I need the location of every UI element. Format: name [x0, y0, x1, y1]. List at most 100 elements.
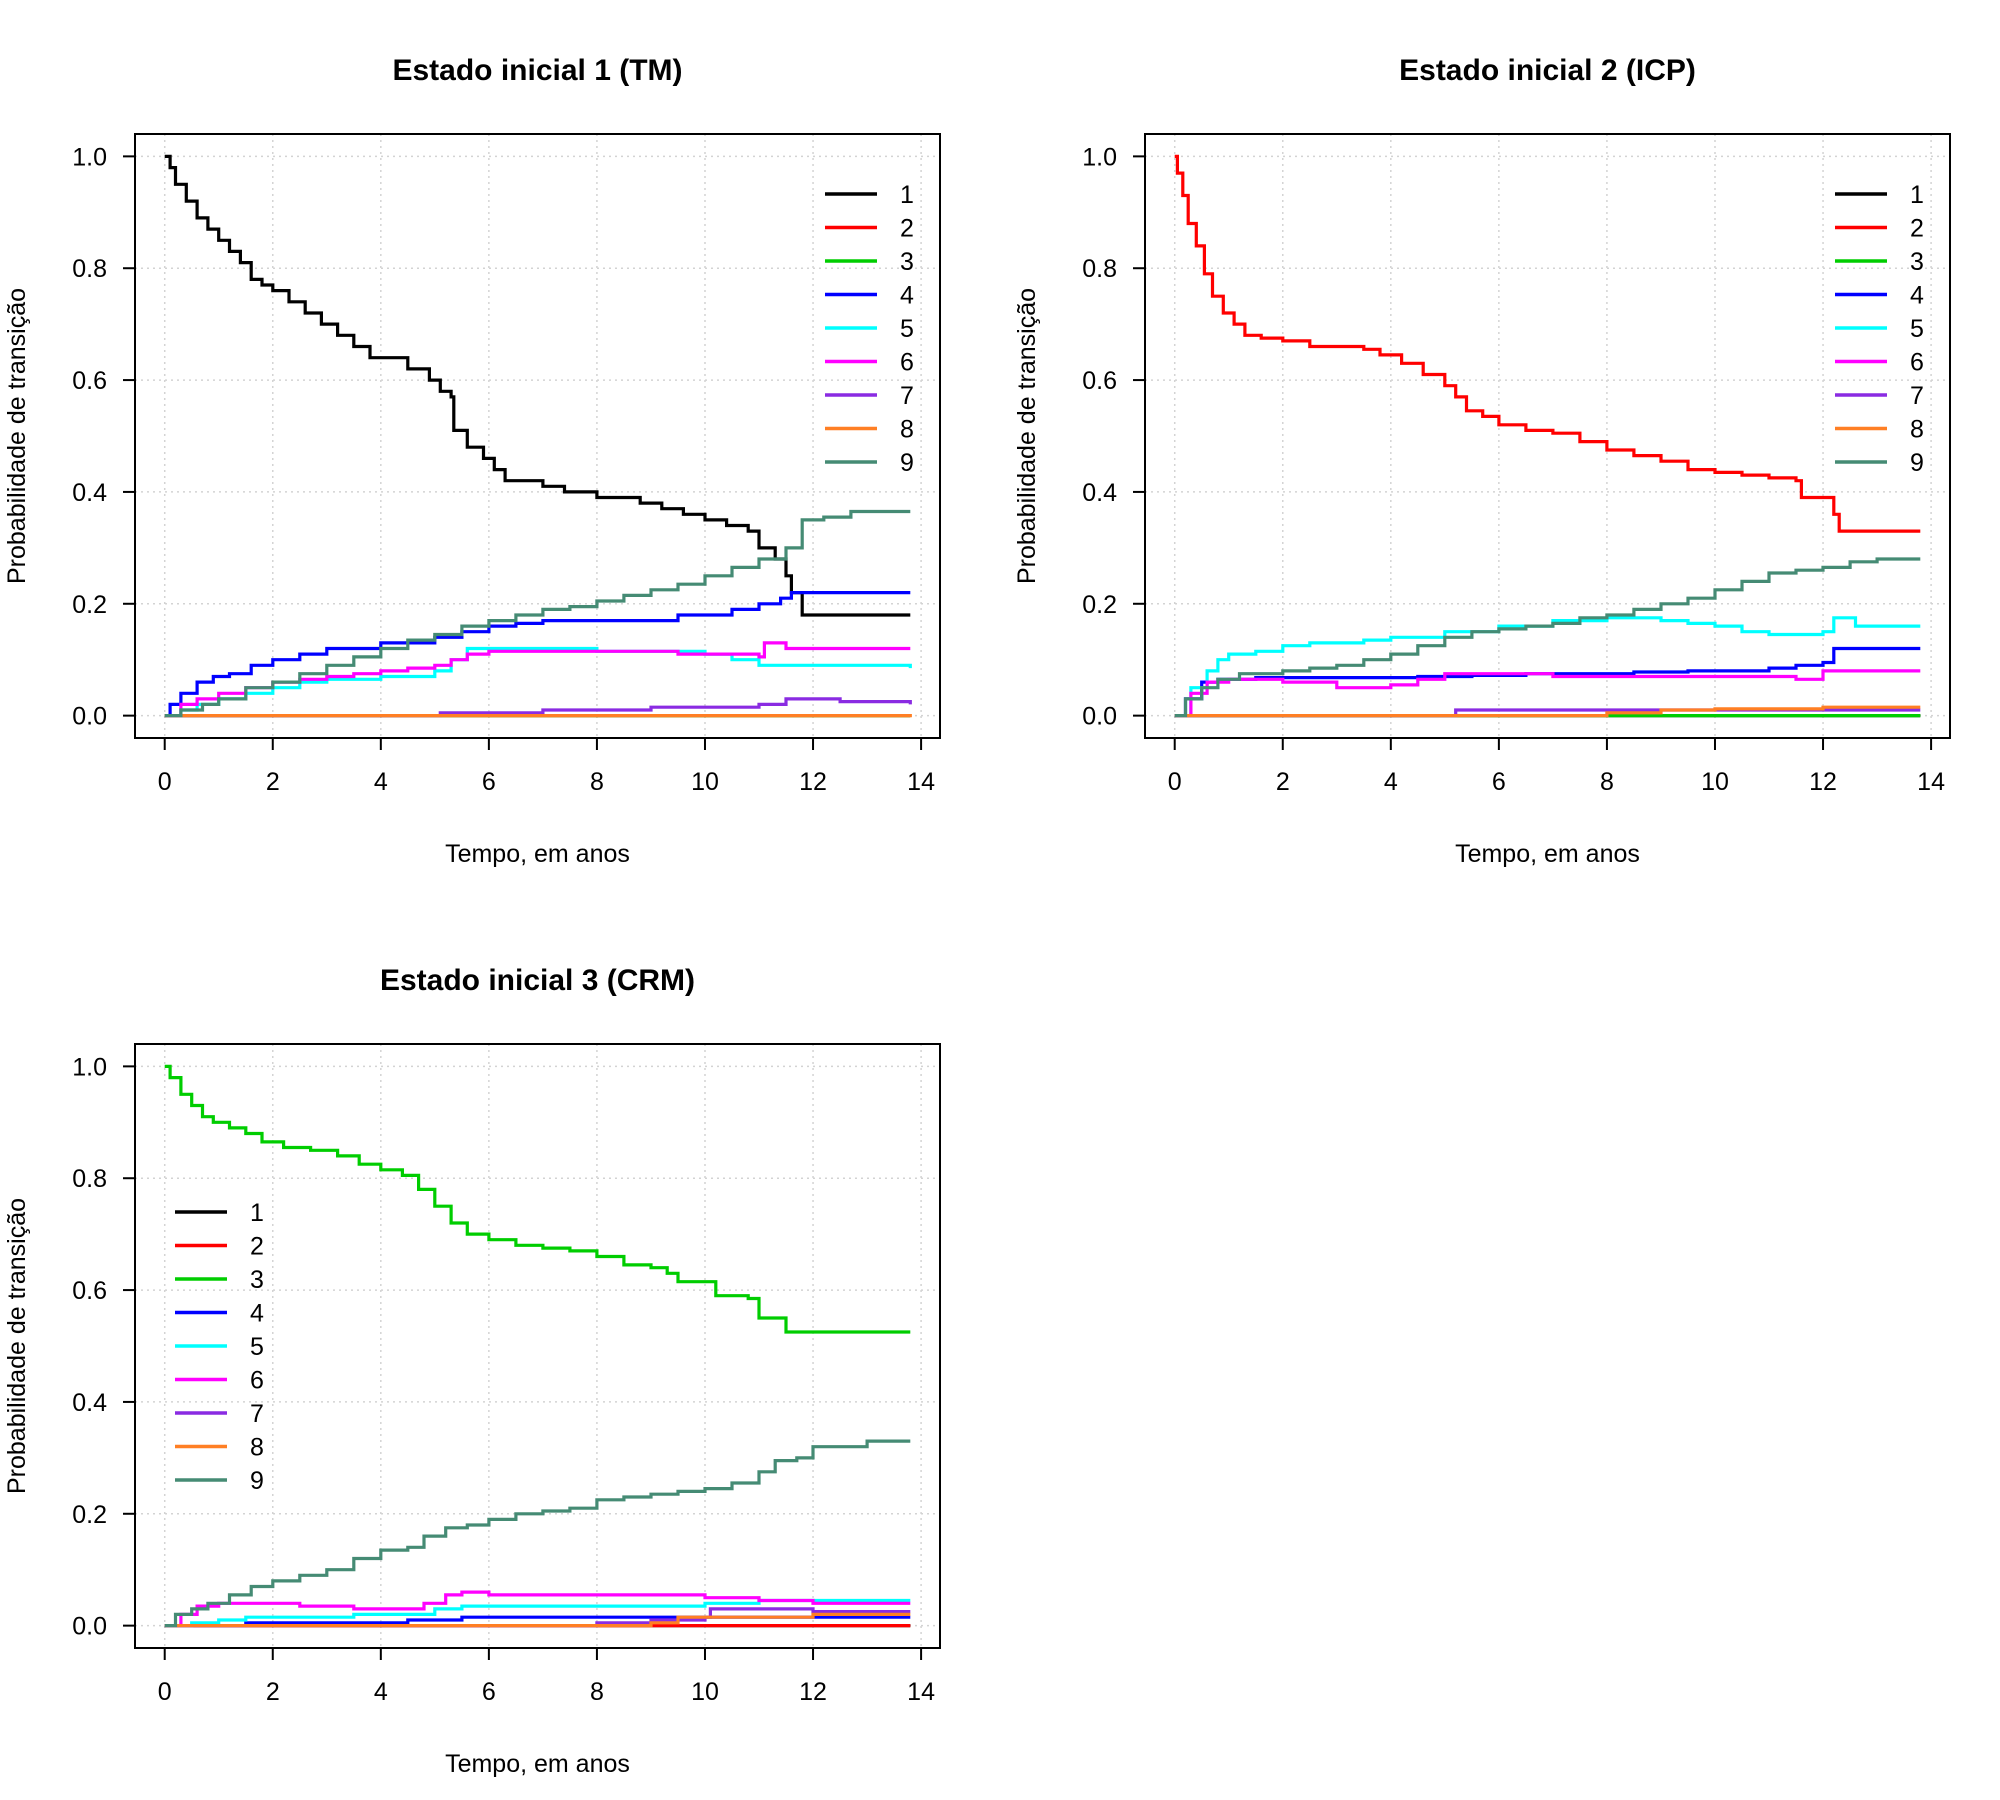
- legend-label-5: 5: [250, 1333, 264, 1361]
- x-tick-label: 8: [590, 1678, 604, 1706]
- x-axis-label: Tempo, em anos: [445, 1750, 630, 1778]
- legend-label-8: 8: [900, 416, 914, 444]
- legend-label-7: 7: [250, 1400, 264, 1428]
- legend-label-4: 4: [1910, 282, 1924, 310]
- x-tick-label: 6: [482, 1678, 496, 1706]
- legend-label-9: 9: [1910, 449, 1924, 477]
- series-line-6: [1174, 669, 1921, 718]
- legend-label-8: 8: [1910, 416, 1924, 444]
- y-tick-label: 0.2: [1082, 591, 1117, 619]
- y-tick-label: 0.4: [72, 1389, 107, 1417]
- legend-label-9: 9: [900, 449, 914, 477]
- legend-label-2: 2: [1910, 215, 1924, 243]
- series-line-5: [164, 1598, 911, 1628]
- x-tick-label: 10: [691, 1678, 719, 1706]
- series-line-1: [164, 154, 911, 617]
- series-line-7: [164, 697, 912, 718]
- y-tick-label: 0.0: [72, 703, 107, 731]
- x-tick-label: 6: [1492, 768, 1506, 796]
- x-tick-label: 4: [374, 768, 388, 796]
- x-tick-label: 14: [907, 768, 935, 796]
- x-tick-label: 12: [799, 1678, 827, 1706]
- y-tick-label: 1.0: [72, 1053, 107, 1081]
- y-tick-label: 0.6: [72, 1277, 107, 1305]
- legend-label-2: 2: [250, 1233, 264, 1261]
- series-line-8: [164, 714, 912, 718]
- legend: 1 2 3 4 5 6 7 8 9: [1835, 181, 1924, 477]
- y-tick-label: 0.4: [1082, 479, 1117, 507]
- legend-label-5: 5: [1910, 315, 1924, 343]
- x-tick-label: 14: [1917, 768, 1945, 796]
- x-tick-label: 2: [266, 1678, 280, 1706]
- y-tick-label: 0.6: [1082, 367, 1117, 395]
- x-tick-label: 2: [266, 768, 280, 796]
- y-tick-label: 0.8: [72, 1165, 107, 1193]
- x-axis-label: Tempo, em anos: [445, 840, 630, 868]
- x-tick-label: 4: [374, 1678, 388, 1706]
- y-axis-label: Probabilidade de transição: [1013, 288, 1041, 584]
- series-line-4: [164, 591, 911, 718]
- series-line-9: [1174, 557, 1921, 718]
- legend-label-1: 1: [1910, 181, 1924, 209]
- legend-label-7: 7: [1910, 382, 1924, 410]
- x-tick-label: 10: [1701, 768, 1729, 796]
- series-line-3: [164, 1064, 911, 1334]
- series-line-6: [164, 641, 911, 718]
- y-tick-label: 0.0: [72, 1613, 107, 1641]
- series-line-8: [164, 1612, 911, 1628]
- legend-label-8: 8: [250, 1434, 264, 1462]
- plot-frame: [134, 1043, 941, 1649]
- plot-frame: [1144, 133, 1951, 739]
- y-tick-label: 0.2: [72, 591, 107, 619]
- x-tick-label: 12: [1809, 768, 1837, 796]
- y-axis-label: Probabilidade de transição: [3, 1198, 31, 1494]
- legend-label-6: 6: [900, 349, 914, 377]
- legend-label-3: 3: [1910, 248, 1924, 276]
- y-tick-label: 1.0: [1082, 143, 1117, 171]
- legend-label-4: 4: [250, 1300, 264, 1328]
- y-tick-label: 0.6: [72, 367, 107, 395]
- y-axis-label: Probabilidade de transição: [3, 288, 31, 584]
- chart-title: Estado inicial 2 (ICP): [1399, 54, 1696, 87]
- x-tick-label: 12: [799, 768, 827, 796]
- x-tick-label: 0: [158, 768, 172, 796]
- x-tick-label: 10: [691, 768, 719, 796]
- legend-label-4: 4: [900, 282, 914, 310]
- chart-panel-1: 0 2 4 6 8 10 12 14 0.0 0.2 0.4 0.6 0.8 1.0 Estado inic…: [3, 54, 941, 868]
- plot-frame: [134, 133, 941, 739]
- series-line-2: [1174, 154, 1921, 533]
- legend-label-3: 3: [900, 248, 914, 276]
- chart-title: Estado inicial 1 (TM): [392, 54, 682, 87]
- x-tick-label: 0: [158, 1678, 172, 1706]
- y-tick-label: 0.8: [72, 255, 107, 283]
- y-tick-label: 1.0: [72, 143, 107, 171]
- x-axis-label: Tempo, em anos: [1455, 840, 1640, 868]
- series-line-8: [1174, 705, 1921, 718]
- legend-label-1: 1: [250, 1199, 264, 1227]
- legend-label-6: 6: [1910, 349, 1924, 377]
- legend-label-6: 6: [250, 1367, 264, 1395]
- legend: 1 2 3 4 5 6 7 8 9: [825, 181, 914, 477]
- y-tick-label: 0.8: [1082, 255, 1117, 283]
- y-tick-label: 0.4: [72, 479, 107, 507]
- series-line-9: [164, 509, 911, 718]
- x-tick-label: 14: [907, 1678, 935, 1706]
- legend-label-7: 7: [900, 382, 914, 410]
- x-tick-label: 8: [590, 768, 604, 796]
- legend-label-3: 3: [250, 1266, 264, 1294]
- chart-title: Estado inicial 3 (CRM): [380, 964, 695, 997]
- legend-label-5: 5: [900, 315, 914, 343]
- x-tick-label: 0: [1168, 768, 1182, 796]
- y-tick-label: 0.2: [72, 1501, 107, 1529]
- x-tick-label: 4: [1384, 768, 1398, 796]
- legend-label-2: 2: [900, 215, 914, 243]
- legend-label-9: 9: [250, 1467, 264, 1495]
- series-line-9: [164, 1439, 911, 1628]
- x-tick-label: 8: [1600, 768, 1614, 796]
- x-tick-label: 2: [1276, 768, 1290, 796]
- x-tick-label: 6: [482, 768, 496, 796]
- y-tick-label: 0.0: [1082, 703, 1117, 731]
